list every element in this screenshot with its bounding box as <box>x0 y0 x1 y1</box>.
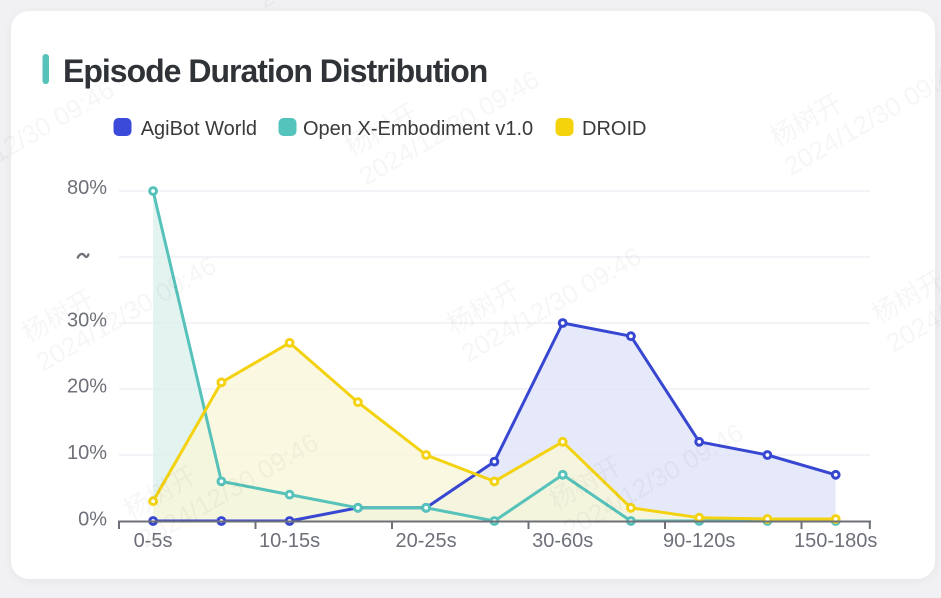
svg-text:10-15s: 10-15s <box>259 530 320 552</box>
svg-text:20-25s: 20-25s <box>396 530 457 552</box>
svg-text:80%: 80% <box>67 177 107 199</box>
svg-text:2024/12/30 09:46: 2024/12/30 09:46 <box>677 0 867 4</box>
svg-text:150-180s: 150-180s <box>794 530 877 552</box>
svg-text:2024/12/30 09:46: 2024/12/30 09:46 <box>252 0 442 14</box>
svg-text:0-5s: 0-5s <box>134 530 173 552</box>
svg-text:20%: 20% <box>67 376 107 398</box>
svg-text:30-60s: 30-60s <box>532 530 593 552</box>
svg-text:30%: 30% <box>67 310 107 332</box>
svg-text:Open X-Embodiment v1.0: Open X-Embodiment v1.0 <box>303 118 533 140</box>
svg-text:90-120s: 90-120s <box>663 530 735 552</box>
svg-text:Episode Duration Distribution: Episode Duration Distribution <box>63 53 487 89</box>
svg-text:0%: 0% <box>78 509 107 531</box>
svg-text:AgiBot World: AgiBot World <box>141 118 257 140</box>
svg-text:DROID: DROID <box>582 118 646 140</box>
svg-text:10%: 10% <box>67 442 107 464</box>
